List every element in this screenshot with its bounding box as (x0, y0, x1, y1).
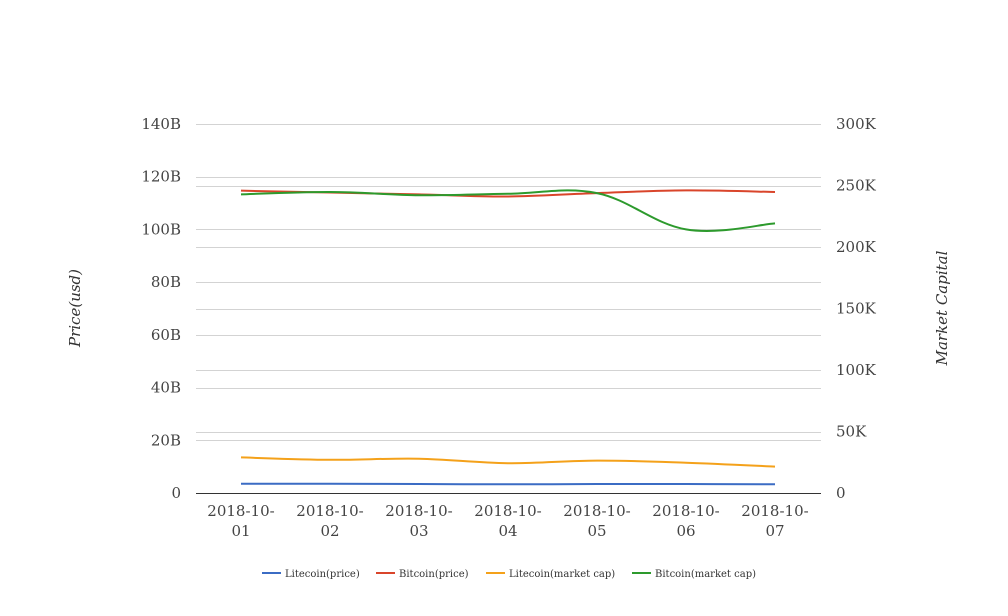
left-tick-label: 20B (151, 431, 181, 449)
left-tick-label: 100B (141, 220, 181, 238)
left-tick-label: 120B (141, 168, 181, 186)
left-tick-label: 60B (151, 326, 181, 344)
left-axis-title: Price(usd) (66, 269, 84, 348)
left-tick-label: 40B (151, 379, 181, 397)
legend-label: Litecoin(price) (285, 569, 360, 580)
right-tick-label: 250K (836, 177, 877, 195)
x-tick-label: 2018-10-03 (385, 502, 452, 540)
x-axis-ticks: 2018-10-01 2018-10-02 2018-10-03 2018-10-04… (207, 502, 808, 540)
x-tick-label: 2018-10-06 (652, 502, 719, 540)
x-tick-label: 2018-10-05 (563, 502, 630, 540)
right-tick-label: 200K (836, 238, 877, 256)
series-line-3 (240, 456, 776, 468)
x-tick-label: 2018-10-07 (741, 502, 808, 540)
left-tick-label: 0 (171, 484, 181, 502)
x-tick-label: 2018-10-04 (474, 502, 541, 540)
legend-label: Bitcoin(price) (399, 569, 469, 580)
legend-label: Litecoin(market cap) (509, 569, 615, 580)
left-tick-label: 80B (151, 273, 181, 291)
left-tick-label: 140B (141, 115, 181, 133)
right-gridlines (196, 186, 821, 433)
right-tick-label: 100K (836, 361, 877, 379)
series-line-4 (240, 189, 776, 232)
x-tick-label: 2018-10-02 (296, 502, 363, 540)
right-tick-label: 300K (836, 115, 877, 133)
right-axis-ticks: 0 50K 100K 150K 200K 250K 300K (836, 115, 877, 502)
legend-label: Bitcoin(market cap) (655, 569, 756, 580)
left-axis-ticks: 0 20B 40B 60B 80B 100B 120B 140B (141, 115, 181, 502)
right-tick-label: 0 (836, 484, 846, 502)
right-tick-label: 50K (836, 423, 867, 441)
series-line-1 (240, 482, 776, 486)
right-tick-label: 150K (836, 300, 877, 318)
right-axis-title: Market Capital (933, 250, 951, 366)
series-lines (240, 189, 776, 486)
left-gridlines (196, 124, 821, 441)
legend: Litecoin(price) Bitcoin(price) Litecoin(ma… (262, 569, 756, 580)
x-tick-label: 2018-10-01 (207, 502, 274, 540)
